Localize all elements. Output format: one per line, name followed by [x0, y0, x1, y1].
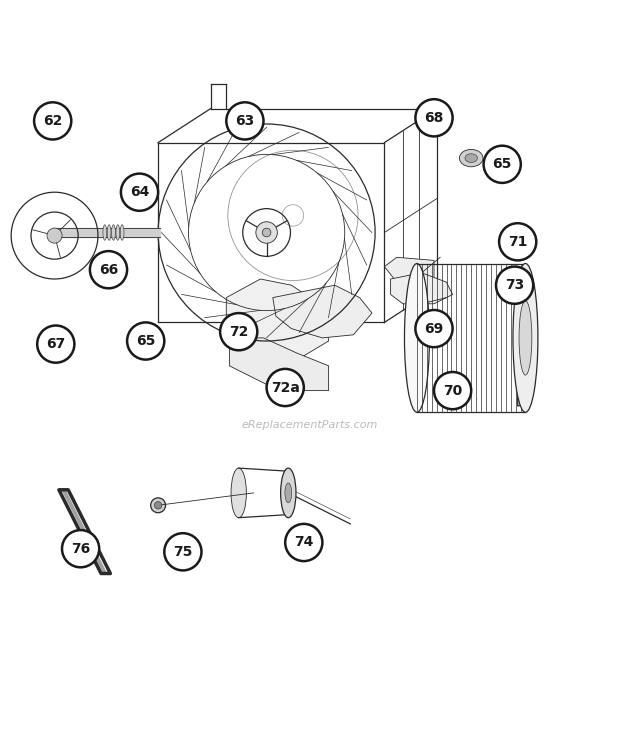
Ellipse shape [459, 150, 483, 167]
Text: 76: 76 [71, 542, 91, 556]
Ellipse shape [281, 468, 296, 518]
Circle shape [256, 222, 277, 243]
Text: 68: 68 [424, 111, 444, 125]
Ellipse shape [120, 225, 124, 240]
Ellipse shape [519, 301, 532, 375]
Text: eReplacementParts.com: eReplacementParts.com [242, 420, 378, 430]
Circle shape [499, 223, 536, 260]
Polygon shape [273, 285, 372, 338]
Circle shape [121, 173, 158, 211]
Text: 72a: 72a [271, 380, 299, 394]
Polygon shape [391, 273, 453, 304]
Circle shape [62, 530, 99, 567]
Circle shape [37, 325, 74, 363]
Text: 72: 72 [229, 324, 249, 339]
Circle shape [127, 322, 164, 359]
Text: 75: 75 [173, 545, 193, 559]
Text: 73: 73 [505, 278, 525, 292]
Circle shape [484, 146, 521, 183]
Circle shape [415, 310, 453, 347]
Ellipse shape [107, 225, 111, 240]
Ellipse shape [285, 483, 292, 503]
Circle shape [434, 372, 471, 409]
Text: 64: 64 [130, 185, 149, 199]
Circle shape [267, 369, 304, 406]
Ellipse shape [231, 468, 246, 518]
Circle shape [415, 99, 453, 136]
Text: 71: 71 [508, 235, 528, 248]
Polygon shape [62, 491, 107, 572]
Text: 74: 74 [294, 536, 314, 550]
Ellipse shape [151, 498, 166, 513]
Circle shape [47, 228, 62, 243]
Text: 67: 67 [46, 337, 66, 351]
Text: 62: 62 [43, 114, 63, 128]
Circle shape [34, 102, 71, 139]
Polygon shape [229, 338, 329, 391]
Ellipse shape [116, 225, 120, 240]
Polygon shape [384, 257, 434, 282]
Ellipse shape [103, 225, 107, 240]
Text: 66: 66 [99, 263, 118, 277]
Circle shape [90, 251, 127, 288]
Ellipse shape [112, 225, 115, 240]
Text: 65: 65 [136, 334, 156, 348]
Polygon shape [518, 347, 530, 406]
Circle shape [164, 533, 202, 571]
Ellipse shape [465, 154, 477, 162]
Circle shape [285, 524, 322, 561]
Text: 69: 69 [424, 321, 444, 336]
Circle shape [262, 228, 271, 237]
Circle shape [496, 266, 533, 304]
Circle shape [226, 102, 264, 139]
Text: 65: 65 [492, 157, 512, 171]
Circle shape [220, 313, 257, 350]
Circle shape [154, 501, 162, 509]
Ellipse shape [404, 263, 430, 412]
Polygon shape [226, 279, 329, 359]
Text: 63: 63 [235, 114, 255, 128]
Text: 70: 70 [443, 384, 463, 397]
Ellipse shape [513, 263, 538, 412]
